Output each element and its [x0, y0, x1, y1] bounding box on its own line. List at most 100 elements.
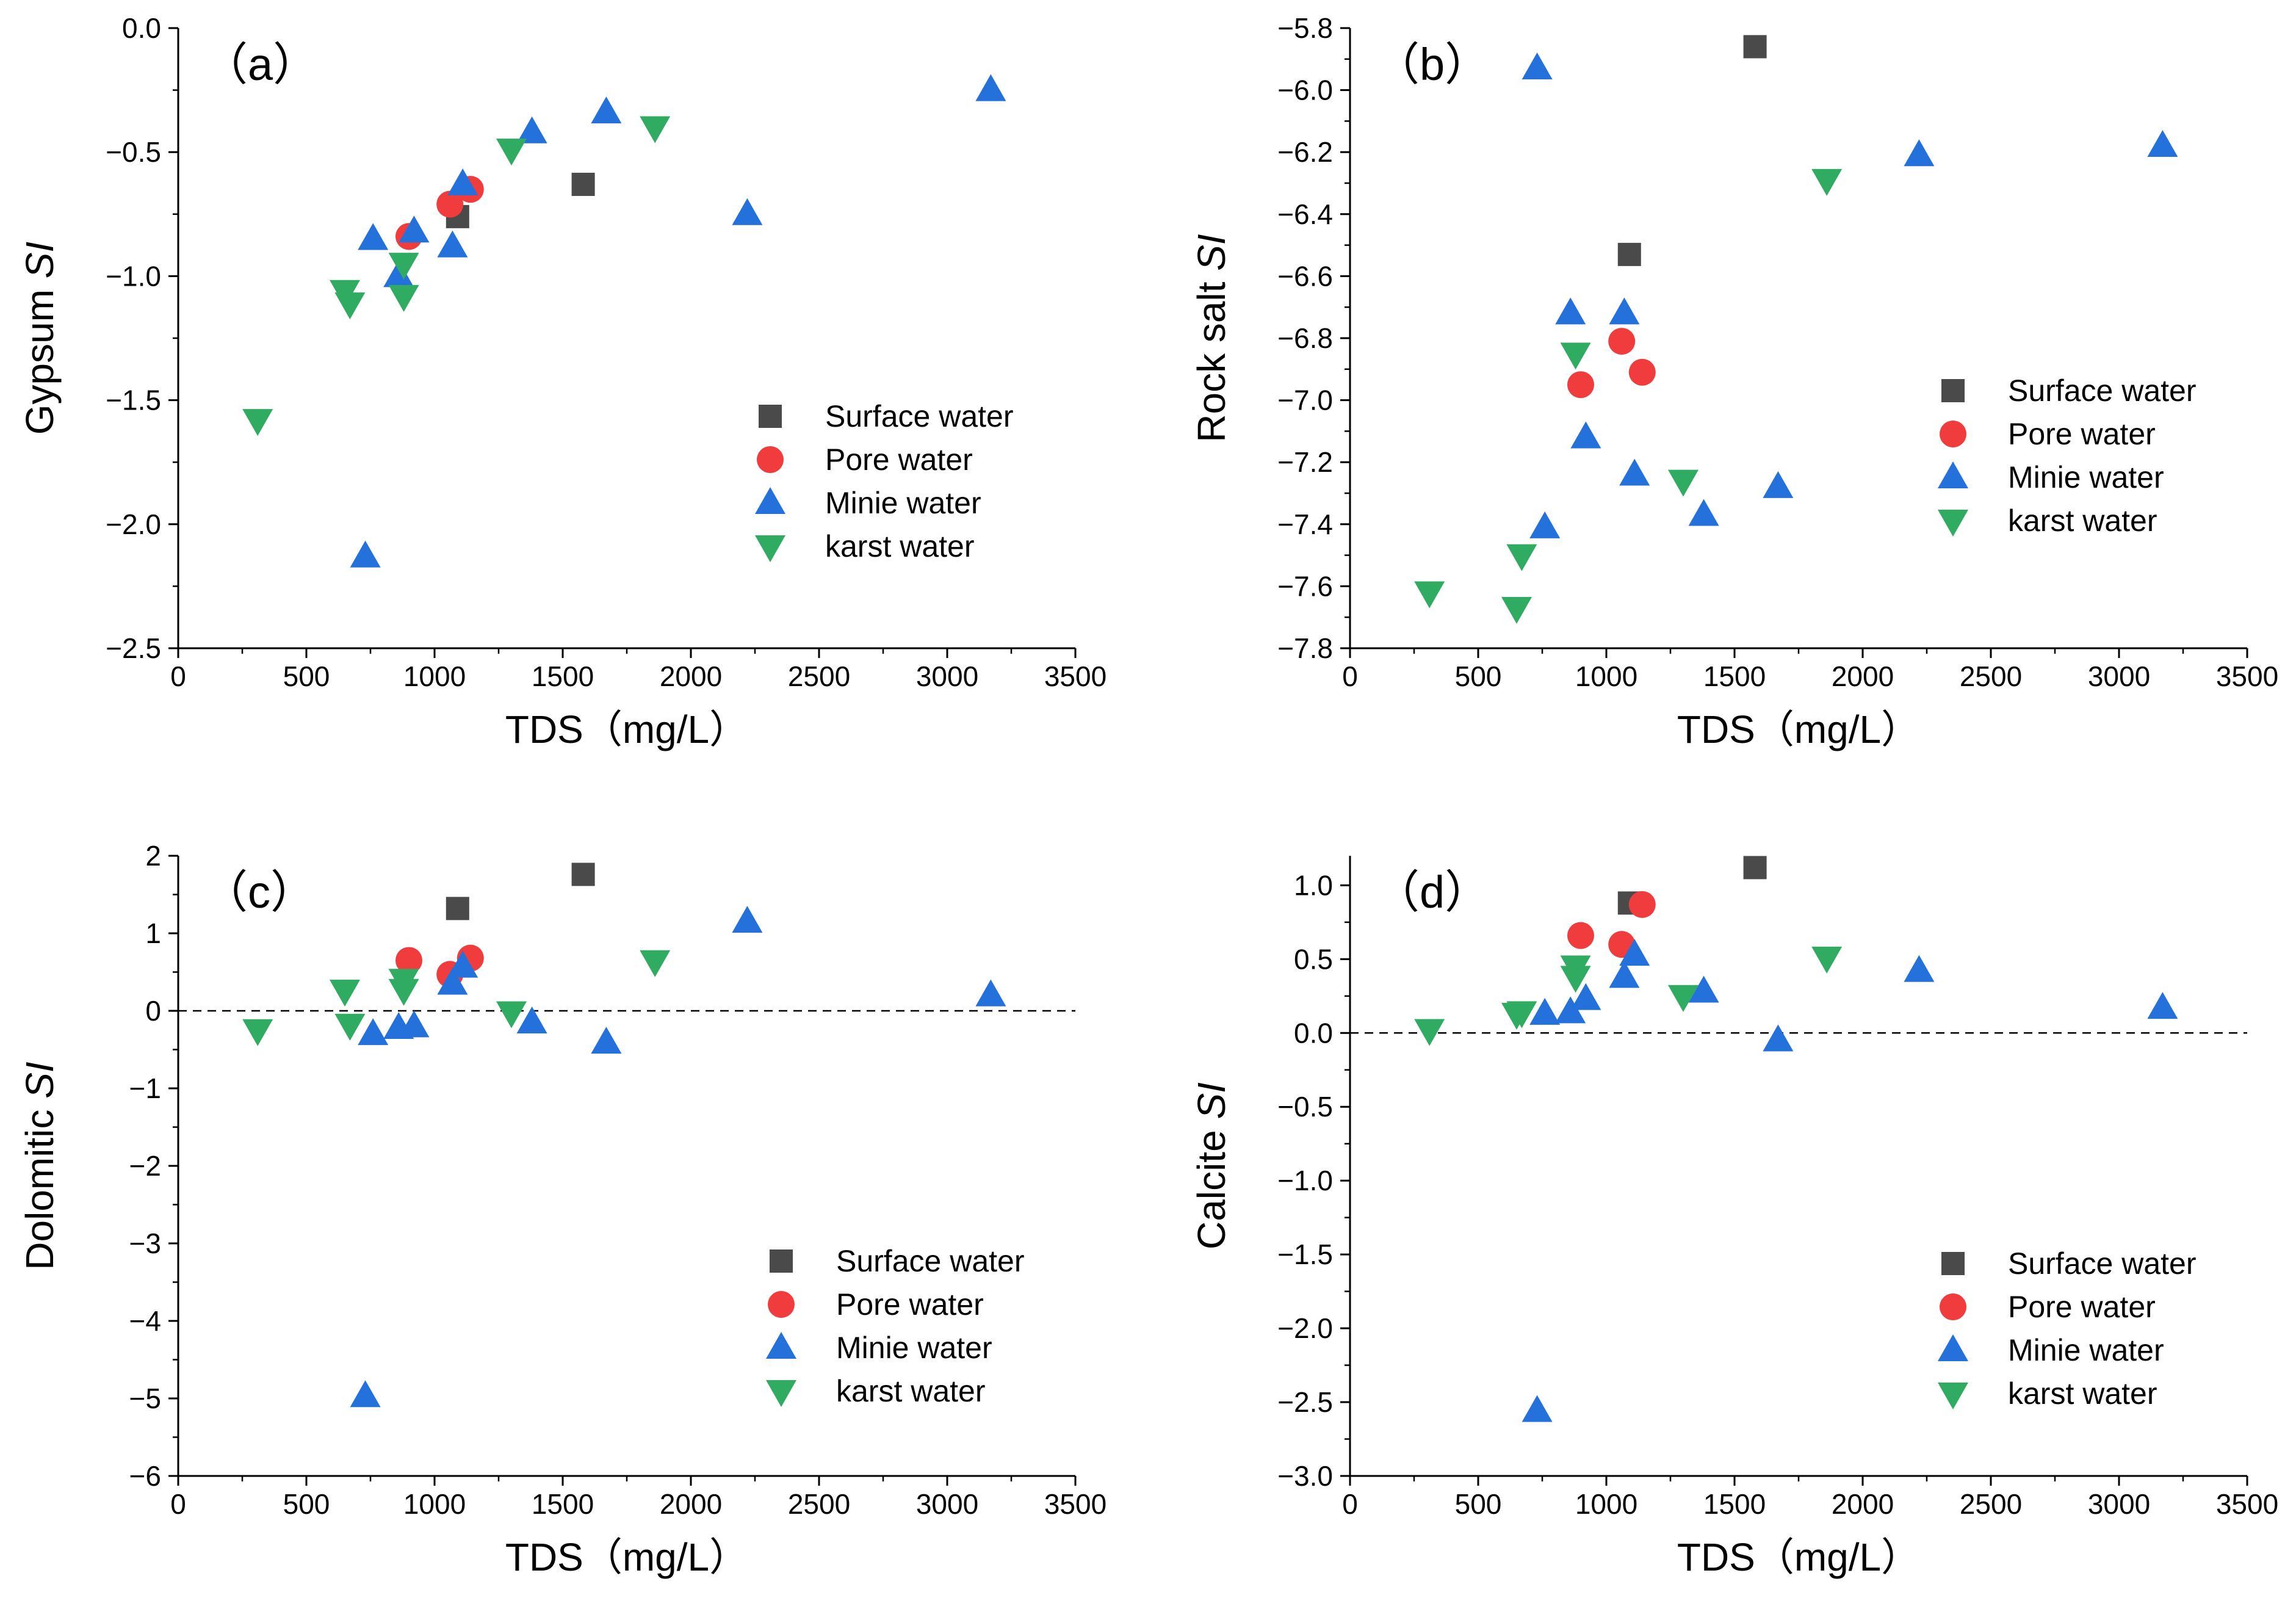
panel-d-x-tick-label: 3000 [2088, 1488, 2150, 1520]
panel-b-legend-label-karst-water: karst water [2008, 504, 2157, 538]
panel-d-point-minie-water [1570, 983, 1601, 1010]
panel-c: 0 500 1000 1500 2000 2500 3000 3500 −6 −5 −4 −3 −2 −1… [18, 840, 1106, 1579]
panel-b-y-tick-label: −6.0 [1277, 74, 1333, 106]
panel-a-series-karst-water [242, 116, 671, 436]
panel-d-x-tick-label: 2000 [1832, 1488, 1894, 1520]
panel-b-legend-marker-pore-water [1940, 421, 1966, 447]
panel-d-point-karst-water [1668, 985, 1699, 1012]
panel-c-y-tick-label: −4 [129, 1305, 161, 1337]
panel-a-x-axis-title: TDS（mg/L） [505, 707, 748, 751]
panel-a-legend-marker-minie-water [755, 487, 785, 514]
panel-d-y-tick-label: −1.5 [1277, 1239, 1333, 1270]
panel-b-legend-marker-surface-water [1941, 379, 1965, 402]
panel-a-x-tick-label: 3500 [1044, 660, 1106, 692]
panel-d-y-tick-label: −2.5 [1277, 1386, 1333, 1418]
panel-b-y-tick-label: −7.2 [1277, 446, 1333, 478]
panel-c-legend-label-minie-water: Minie water [836, 1331, 992, 1365]
panel-a-x-tick-label: 1000 [403, 660, 466, 692]
panel-c-x-tick-label: 2000 [660, 1488, 722, 1520]
panel-d-point-minie-water [1522, 1395, 1553, 1422]
panel-c-legend-label-pore-water: Pore water [836, 1287, 984, 1322]
panel-a-x-tick-label: 0 [170, 660, 186, 692]
panel-a-legend-marker-surface-water [759, 405, 782, 428]
panel-b-label: （b） [1374, 39, 1490, 90]
panel-b-point-karst-water [1506, 544, 1537, 571]
panel-a-point-surface-water [571, 173, 595, 197]
panel-b-point-pore-water [1567, 371, 1594, 399]
panel-c-legend-label-surface-water: Surface water [836, 1244, 1024, 1278]
panel-a-point-pore-water [436, 190, 464, 218]
panel-b-legend-marker-minie-water [1938, 461, 1968, 488]
panel-b-y-tick-label: −7.8 [1277, 632, 1333, 664]
panel-c-legend: Surface water Pore water Minie water karst … [766, 1244, 1024, 1408]
panel-a-point-minie-water [399, 215, 430, 243]
panel-c-point-karst-water [334, 1013, 366, 1041]
panel-b-x-tick-label: 2500 [1960, 660, 2022, 692]
panel-d-y-tick-label: −2.0 [1277, 1312, 1333, 1344]
panel-d-legend: Surface water Pore water Minie water karst … [1938, 1246, 2196, 1411]
panel-a-point-minie-water [358, 223, 389, 250]
panel-c-series-karst-water [242, 950, 671, 1046]
panel-a-point-minie-water [516, 116, 547, 143]
panel-b-x-tick-label: 3500 [2216, 660, 2278, 692]
panel-a-point-karst-water [388, 284, 419, 312]
panel-b-legend: Surface water Pore water Minie water karst … [1938, 374, 2196, 538]
panel-b-point-minie-water [1619, 458, 1650, 486]
panel-a-series-minie-water [350, 74, 1006, 568]
panel-d-point-minie-water [1609, 961, 1640, 988]
panel-a-x-tick-label: 1500 [532, 660, 594, 692]
panel-d-x-tick-label: 0 [1342, 1488, 1358, 1520]
panel-d-point-minie-water [1555, 996, 1586, 1024]
panel-d-y-axis-title-italic: SI [1190, 1082, 1233, 1119]
panel-c-y-tick-label: 1 [145, 917, 161, 949]
panel-c-point-karst-water [330, 979, 360, 1007]
panel-b-point-karst-water [1811, 168, 1843, 196]
panel-c-x-tick-label: 1500 [532, 1488, 594, 1520]
panel-c-y-tick-label: −1 [129, 1072, 161, 1104]
panel-c-point-minie-water [591, 1027, 622, 1054]
panel-a-point-karst-water [334, 292, 366, 320]
panel-b-series-pore-water [1567, 328, 1656, 399]
panel-a-point-karst-water [496, 139, 527, 166]
panel-a-y-axis-title-main: Gypsum [18, 278, 62, 435]
panel-d-x-tick-label: 500 [1455, 1488, 1502, 1520]
panel-b-point-minie-water [2147, 130, 2178, 157]
panel-a-legend-label-surface-water: Surface water [825, 399, 1013, 433]
panel-d-x-tick-label: 2500 [1960, 1488, 2022, 1520]
panel-d-x-tick-label: 3500 [2216, 1488, 2278, 1520]
panel-c-x-tick-label: 2500 [788, 1488, 850, 1520]
panel-b-y-tick-label: −7.4 [1277, 508, 1333, 540]
panel-a-x-tick-label: 500 [283, 660, 330, 692]
panel-b-y-tick-label: −7.6 [1277, 570, 1333, 602]
panel-c-point-minie-water [358, 1018, 389, 1046]
panel-c-x-tick-label: 1000 [403, 1488, 466, 1520]
panel-d-legend-marker-karst-water [1938, 1383, 1968, 1409]
panel-a-point-minie-water [437, 230, 468, 258]
panel-a-legend-marker-pore-water [757, 446, 784, 473]
panel-d-series-pore-water [1567, 891, 1656, 958]
panel-a-x-tick-label: 2500 [788, 660, 850, 692]
panel-d-legend-label-karst-water: karst water [2008, 1376, 2157, 1411]
panel-c-point-minie-water [732, 905, 763, 933]
panel-a-point-minie-water [383, 260, 414, 287]
panel-b-legend-label-surface-water: Surface water [2008, 374, 2196, 408]
panel-c-point-karst-water [242, 1019, 273, 1046]
panel-b-point-pore-water [1608, 328, 1636, 355]
panel-b-x-tick-label: 1500 [1703, 660, 1766, 692]
panel-a-y-tick-label: −0.5 [106, 136, 161, 168]
panel-a-x-tick-label: 2000 [660, 660, 722, 692]
panel-d-y-axis-title-main: Calcite [1190, 1119, 1233, 1249]
panel-c-label: （c） [203, 867, 316, 917]
panel-b-point-karst-water [1668, 469, 1699, 497]
panel-d-point-minie-water [1688, 975, 1719, 1003]
panel-b-point-minie-water [1763, 471, 1794, 498]
panel-d-point-minie-water [1619, 939, 1650, 966]
panel-b-x-tick-label: 500 [1455, 660, 1502, 692]
panel-c-legend-label-karst-water: karst water [836, 1374, 986, 1408]
panel-a-legend-label-pore-water: Pore water [825, 443, 973, 477]
panel-c-series-surface-water [446, 862, 595, 920]
panel-d-x-tick-label: 1500 [1703, 1488, 1766, 1520]
panel-c-point-minie-water [437, 967, 468, 995]
panel-d-x-tick-label: 1000 [1575, 1488, 1637, 1520]
panel-c-x-tick-label: 0 [170, 1488, 186, 1520]
